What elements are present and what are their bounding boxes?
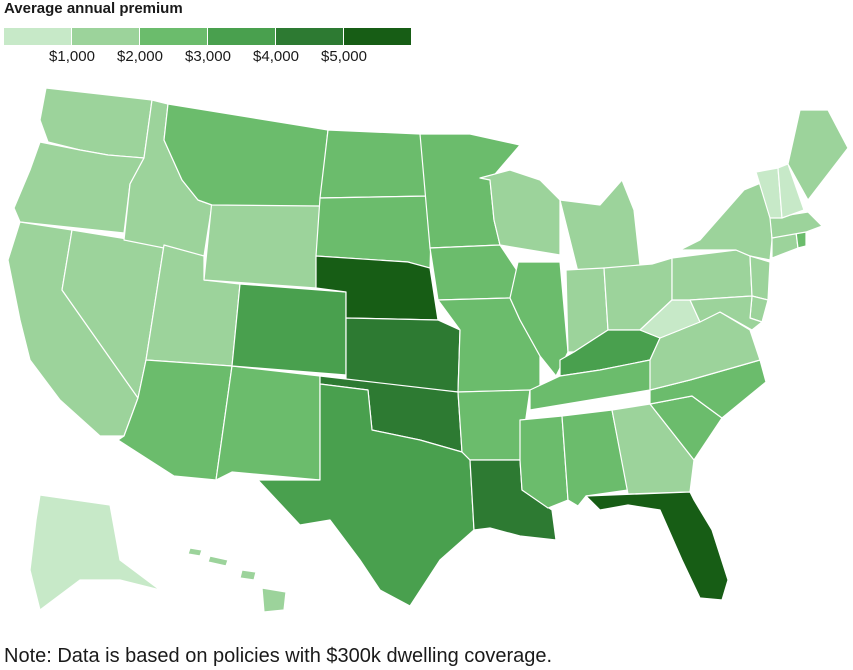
us-choropleth-map bbox=[7, 87, 849, 613]
state-de bbox=[749, 295, 769, 323]
state-tx bbox=[257, 383, 475, 607]
state-ar bbox=[457, 389, 531, 461]
footnote: Note: Data is based on policies with $30… bbox=[4, 645, 553, 667]
state-co bbox=[231, 283, 347, 376]
state-ak bbox=[29, 494, 161, 611]
state-ny bbox=[679, 179, 773, 261]
state-ga bbox=[611, 403, 695, 495]
legend-swatch bbox=[140, 28, 207, 45]
legend-label: $2,000 bbox=[117, 48, 163, 65]
legend-title: Average annual premium bbox=[4, 0, 183, 17]
legend-label: $1,000 bbox=[49, 48, 95, 65]
state-ri bbox=[795, 231, 807, 249]
legend-swatch bbox=[4, 28, 71, 45]
state-nj bbox=[749, 255, 771, 301]
state-pa bbox=[671, 249, 753, 301]
state-il bbox=[509, 261, 569, 377]
legend-swatch bbox=[72, 28, 139, 45]
state-mi bbox=[559, 179, 641, 273]
state-nm bbox=[215, 365, 321, 481]
legend-swatch bbox=[276, 28, 343, 45]
state-ma bbox=[769, 211, 823, 239]
state-hi bbox=[187, 547, 287, 613]
legend-label: $5,000 bbox=[321, 48, 367, 65]
state-wi bbox=[479, 169, 561, 256]
legend-label: $4,000 bbox=[253, 48, 299, 65]
state-ia bbox=[429, 244, 519, 301]
state-nc bbox=[649, 359, 767, 419]
state-nh bbox=[777, 163, 805, 219]
legend-label: $3,000 bbox=[185, 48, 231, 65]
state-ms bbox=[519, 415, 569, 509]
legend-swatch bbox=[208, 28, 275, 45]
state-wy bbox=[203, 199, 321, 289]
legend-swatch bbox=[344, 28, 411, 45]
state-fl bbox=[585, 491, 729, 601]
legend-color-scale bbox=[4, 28, 412, 45]
state-me bbox=[787, 109, 849, 201]
state-nd bbox=[319, 129, 433, 199]
state-md bbox=[689, 295, 763, 331]
